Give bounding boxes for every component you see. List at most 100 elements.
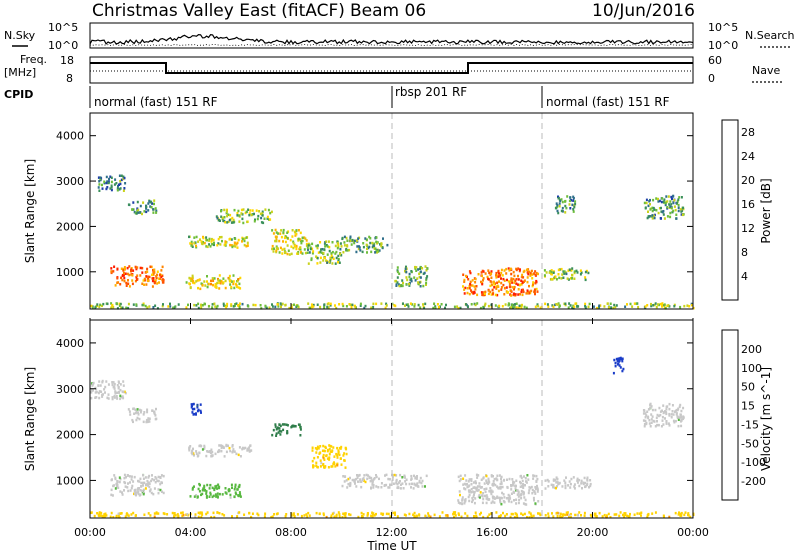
echo-cell	[306, 515, 309, 518]
echo-cell	[495, 276, 498, 279]
echo-cell	[275, 245, 278, 248]
echo-cell	[464, 474, 467, 477]
echo-cell	[664, 410, 666, 413]
echo-cell	[500, 271, 503, 275]
echo-cell	[612, 371, 615, 375]
echo-cell	[370, 514, 373, 518]
echo-cell	[101, 381, 104, 384]
echo-cell	[655, 209, 658, 212]
echo-cell	[371, 514, 374, 518]
echo-cell	[125, 281, 128, 285]
noise-tick-high: 10^5	[48, 21, 78, 34]
echo-cell	[345, 452, 348, 456]
echo-cell	[115, 482, 118, 486]
echo-cell	[224, 240, 227, 243]
echo-cell	[297, 252, 300, 255]
echo-cell	[399, 487, 402, 490]
echo-cell	[181, 511, 184, 514]
echo-cell	[234, 303, 237, 306]
echo-cell	[521, 293, 524, 297]
echo-cell	[613, 303, 616, 307]
echo-cell	[520, 306, 523, 309]
echo-cell	[117, 185, 119, 188]
x-tick-label: 20:00	[577, 526, 609, 539]
echo-cell	[468, 499, 471, 503]
echo-cell	[414, 477, 417, 480]
echo-cell	[240, 208, 243, 212]
echo-cell	[557, 273, 560, 276]
echo-cell	[343, 235, 346, 239]
echo-cell	[475, 285, 478, 288]
echo-cell	[512, 303, 515, 307]
echo-cell	[275, 512, 278, 516]
echo-cell	[122, 390, 125, 394]
echo-cell	[557, 211, 560, 215]
echo-cell	[301, 252, 304, 255]
echo-cell	[264, 304, 267, 308]
echo-cell	[203, 241, 206, 245]
echo-cell	[143, 491, 145, 495]
echo-cell	[375, 485, 378, 488]
echo-cell	[567, 269, 570, 272]
echo-cell	[568, 515, 570, 519]
echo-cell	[103, 181, 106, 185]
echo-cell	[269, 211, 272, 215]
echo-cell	[483, 482, 486, 485]
echo-cell	[110, 184, 113, 187]
echo-cell	[679, 403, 682, 407]
power-colorbar-label: Power [dB]	[759, 178, 773, 243]
echo-cell	[339, 457, 342, 460]
echo-cell	[502, 283, 505, 287]
echo-cell	[237, 453, 240, 457]
echo-cell	[510, 306, 513, 309]
echo-cell	[402, 302, 404, 305]
echo-cell	[144, 487, 147, 490]
echo-cell	[489, 487, 492, 490]
echo-cell	[241, 447, 244, 451]
echo-cell	[327, 306, 330, 309]
echo-cell	[570, 199, 572, 202]
echo-cell	[664, 203, 667, 207]
echo-cell	[617, 357, 620, 361]
echo-cell	[323, 248, 326, 251]
echo-cell	[223, 514, 226, 517]
x-tick-label: 12:00	[376, 526, 408, 539]
echo-cell	[148, 305, 151, 308]
echo-cell	[494, 293, 497, 297]
echo-cell	[237, 209, 240, 213]
echo-cell	[533, 290, 536, 293]
echo-cell	[480, 511, 482, 515]
echo-cell	[241, 213, 244, 216]
nsearch-label: N.Search	[745, 29, 795, 42]
echo-cell	[676, 202, 678, 205]
echo-cell	[388, 478, 391, 481]
echo-cell	[380, 486, 383, 489]
echo-cell	[225, 444, 228, 448]
echo-cell	[640, 511, 643, 514]
echo-cell	[410, 486, 412, 489]
echo-cell	[517, 501, 520, 505]
echo-cell	[496, 293, 499, 297]
echo-cell	[288, 306, 291, 310]
echo-cell	[672, 413, 675, 416]
echo-cell	[556, 481, 559, 484]
echo-cell	[229, 493, 232, 497]
echo-cell	[402, 281, 404, 285]
echo-cell	[385, 302, 388, 306]
echo-cell	[152, 306, 155, 309]
echo-cell	[336, 462, 339, 466]
echo-cell	[228, 238, 231, 241]
echo-cell	[210, 240, 213, 243]
echo-cell	[359, 304, 362, 307]
echo-cell	[475, 489, 478, 492]
echo-cell	[651, 408, 654, 412]
echo-cell	[573, 487, 576, 490]
echo-cell	[406, 303, 409, 306]
echo-cell	[356, 474, 358, 477]
echo-cell	[337, 261, 339, 264]
echo-cell	[90, 389, 93, 392]
echo-cell	[354, 306, 357, 309]
echo-cell	[552, 271, 555, 274]
echo-cell	[424, 302, 427, 306]
echo-cell	[366, 514, 369, 517]
